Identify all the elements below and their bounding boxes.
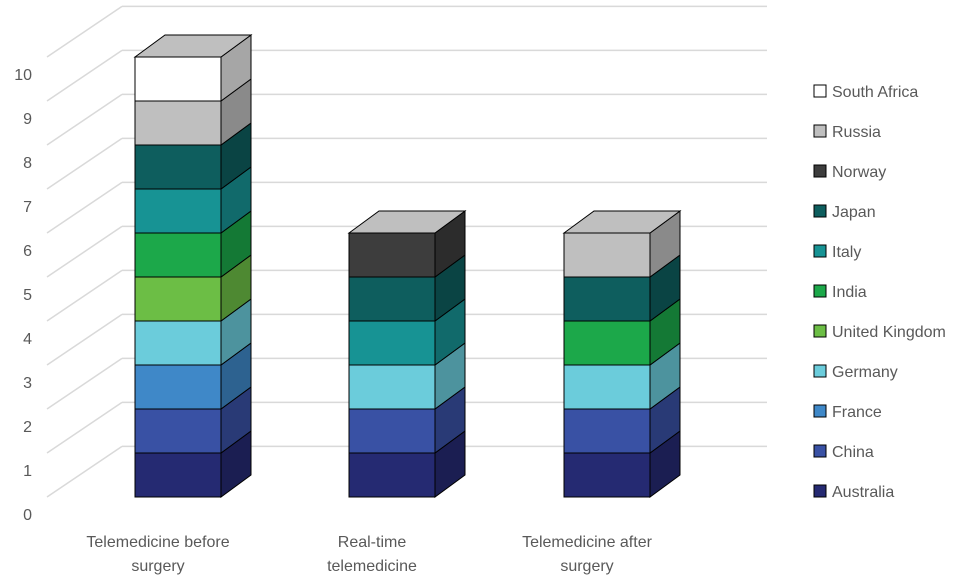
bar-segment-japan	[563, 276, 651, 322]
bar-stack	[133, 34, 253, 498]
y-tick-label: 6	[23, 243, 32, 260]
bar-segment-india	[563, 320, 651, 366]
y-tick-label: 3	[23, 375, 32, 392]
bar-top-face	[347, 210, 467, 234]
bar-stack	[347, 210, 467, 498]
legend-item-norway: Norway	[813, 164, 886, 181]
legend-item-australia: Australia	[813, 484, 894, 501]
y-axis: 0 1 2 3 4 5 6 7 8 9 10	[14, 67, 32, 524]
gridline-diagonal	[46, 181, 123, 234]
legend-swatch	[813, 284, 827, 298]
bar-top-face	[133, 34, 253, 58]
y-tick-label: 0	[23, 507, 32, 524]
bar-segment-germany	[348, 364, 436, 410]
bar-segment-russia	[563, 232, 651, 278]
legend-swatch	[813, 404, 827, 418]
legend-swatch	[813, 444, 827, 458]
legend-item-france: France	[813, 404, 882, 421]
legend-swatch	[813, 484, 827, 498]
bar-segment-russia	[134, 100, 222, 146]
gridline-diagonal	[46, 225, 123, 278]
gridline-diagonal	[46, 401, 123, 454]
legend-swatch	[813, 124, 827, 138]
legend: South Africa Russia Norway Japan Italy India U…	[813, 84, 946, 501]
legend-item-south-africa: South Africa	[813, 84, 918, 101]
legend-label: Russia	[832, 124, 881, 141]
legend-item-germany: Germany	[813, 364, 898, 381]
bar-segment-italy	[134, 188, 222, 234]
gridline-diagonal	[46, 357, 123, 410]
y-tick-label: 7	[23, 199, 32, 216]
bar-segment-japan	[134, 144, 222, 190]
legend-item-india: India	[813, 284, 867, 301]
legend-swatch	[813, 244, 827, 258]
legend-label: Norway	[832, 164, 886, 181]
x-axis: Telemedicine before surgery Real-time telem…	[86, 534, 652, 575]
bar-segment-south-africa	[134, 56, 222, 102]
bar-segment-australia	[348, 452, 436, 498]
legend-label: Japan	[832, 204, 876, 221]
bar-segment-germany	[134, 320, 222, 366]
legend-item-japan: Japan	[813, 204, 876, 221]
legend-item-russia: Russia	[813, 124, 881, 141]
gridline-diagonal	[46, 445, 123, 498]
legend-label: Italy	[832, 244, 861, 261]
category-label-line2: surgery	[560, 558, 613, 575]
y-tick-label: 4	[23, 331, 32, 348]
legend-item-united-kingdom: United Kingdom	[813, 324, 946, 341]
category-label: Telemedicine before	[86, 534, 229, 551]
gridline-diagonal	[46, 313, 123, 366]
bar-segment-norway	[348, 232, 436, 278]
gridline-diagonal	[46, 269, 123, 322]
bar-stack	[562, 210, 682, 498]
y-tick-label: 5	[23, 287, 32, 304]
bar-segment-australia	[134, 452, 222, 498]
legend-label: Australia	[832, 484, 894, 501]
legend-label: Germany	[832, 364, 898, 381]
legend-swatch	[813, 324, 827, 338]
category-label-line2: surgery	[131, 558, 184, 575]
legend-label: South Africa	[832, 84, 918, 101]
y-tick-label: 8	[23, 155, 32, 172]
bar-segment-china	[348, 408, 436, 454]
bar-segment-italy	[348, 320, 436, 366]
y-tick-label: 10	[14, 67, 32, 84]
bar-segment-united-kingdom	[134, 276, 222, 322]
gridline-diagonal	[46, 137, 123, 190]
bar-segment-japan	[348, 276, 436, 322]
gridline-diagonal	[46, 5, 123, 58]
y-tick-label: 1	[23, 463, 32, 480]
gridline-diagonal	[46, 49, 123, 102]
legend-label: China	[832, 444, 874, 461]
bar-segment-france	[134, 364, 222, 410]
category-label: Real-time	[338, 534, 407, 551]
bar-segment-china	[563, 408, 651, 454]
bar-segment-germany	[563, 364, 651, 410]
legend-swatch	[813, 84, 827, 98]
legend-label: United Kingdom	[832, 324, 946, 341]
bar-top-face	[562, 210, 682, 234]
legend-swatch	[813, 164, 827, 178]
category-label-line2: telemedicine	[327, 558, 417, 575]
legend-label: France	[832, 404, 882, 421]
legend-item-italy: Italy	[813, 244, 861, 261]
y-tick-label: 2	[23, 419, 32, 436]
gridline-diagonal	[46, 93, 123, 146]
bar-segment-australia	[563, 452, 651, 498]
legend-label: India	[832, 284, 867, 301]
legend-item-china: China	[813, 444, 874, 461]
legend-swatch	[813, 364, 827, 378]
category-label: Telemedicine after	[522, 534, 653, 551]
y-tick-label: 9	[23, 111, 32, 128]
bars	[133, 34, 682, 498]
legend-swatch	[813, 204, 827, 218]
bar-segment-china	[134, 408, 222, 454]
bar-segment-india	[134, 232, 222, 278]
